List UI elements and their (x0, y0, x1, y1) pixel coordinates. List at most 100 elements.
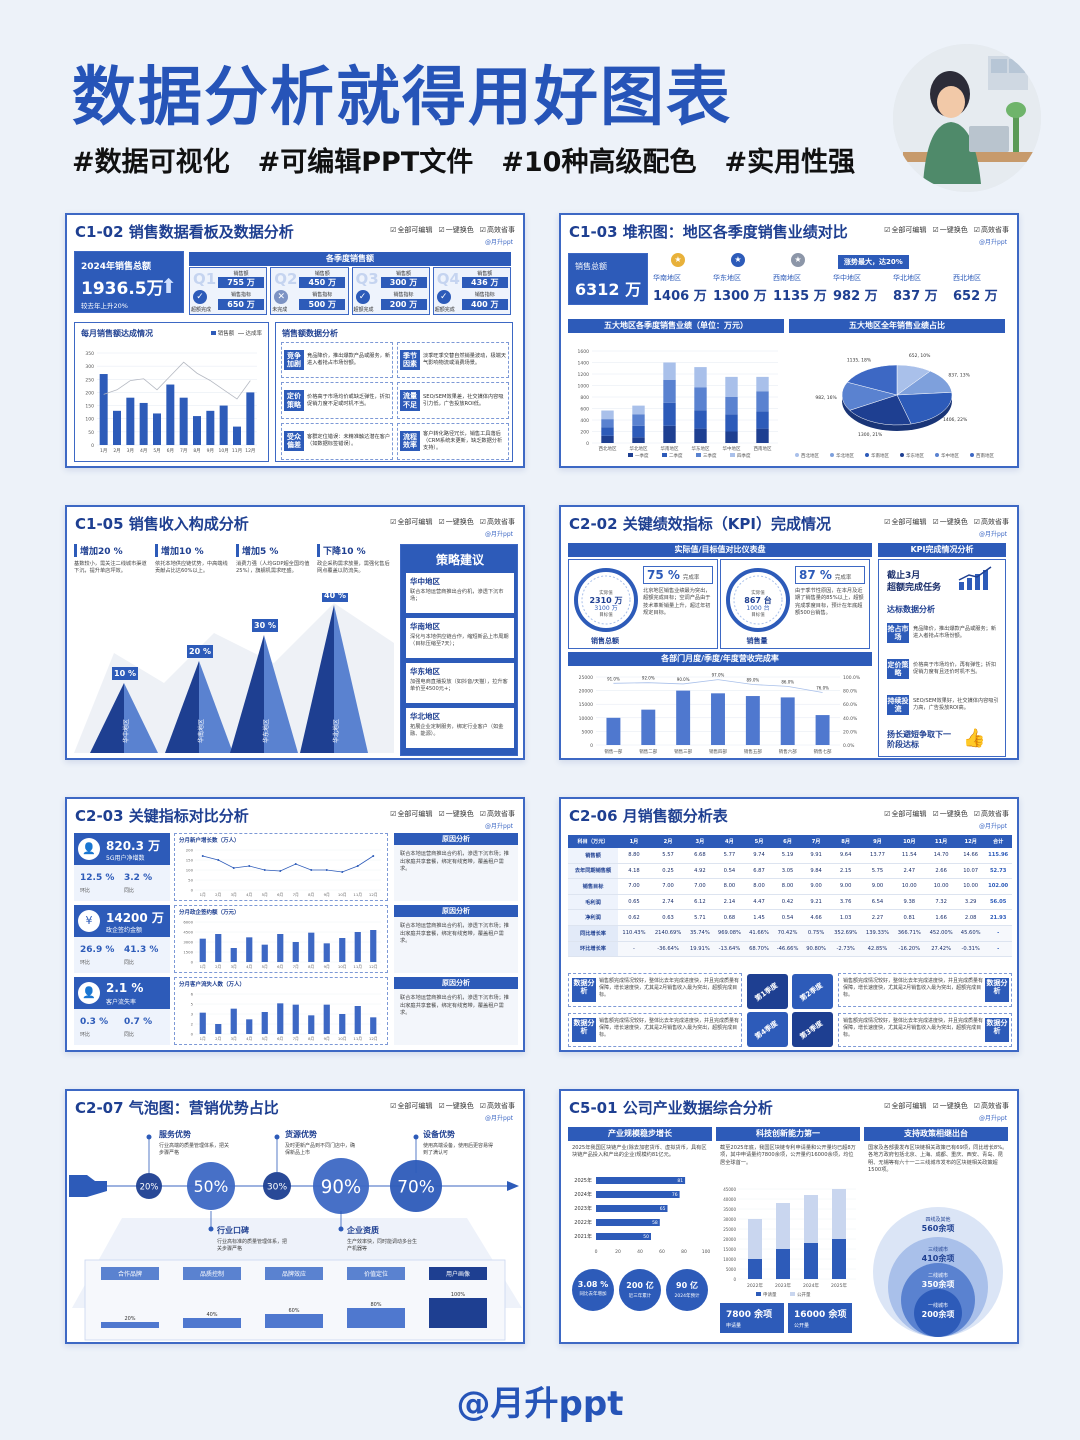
x-tick: 4月 (246, 964, 252, 969)
metric-chart: 0 2 3 5 6 1月 2月 3月 4月 5月 6月 7月 8月 9月 10月 11月 12月 (191, 992, 381, 1041)
x-tick: 2月 (215, 892, 221, 897)
target-label: 销售指标 (474, 292, 495, 298)
table-cell: 4.47 (745, 894, 773, 911)
metric-value: 820.3 万 (106, 839, 161, 853)
column-header: 科目（万元） (568, 835, 619, 848)
peak-badge (187, 645, 213, 658)
table-cell: 0.75% (802, 925, 830, 942)
chart-title: 分月政企签约额（万元） (179, 910, 240, 916)
bar (219, 405, 228, 445)
y-tick: 150 (85, 404, 94, 410)
bubble-value: 20% (140, 1181, 159, 1191)
flag: 高效省事 (974, 517, 1009, 527)
column-header: 7月 (802, 835, 830, 848)
region-item: 华北地区 837 万 (893, 273, 953, 309)
x-tick: 华东地区 (692, 445, 710, 452)
rate-label: 89.0% (746, 678, 759, 683)
table-cell: 5.71 (686, 909, 714, 926)
bar-segment (663, 379, 676, 403)
chart-title: 分月客户流失人数（万人） (179, 982, 246, 988)
table-cell: 2.47 (893, 863, 926, 880)
bar-applied (776, 1249, 790, 1279)
bar-segment (632, 405, 645, 415)
table-cell: 9.64 (829, 848, 862, 864)
circle-label: 一线城市 (927, 1303, 948, 1309)
x-tick: 华北地区 (630, 445, 648, 452)
quarter-row: Q1 ✓ 超额完成 销售额 755 万销售指标 650 万 Q2 ✕ 未完成 销售额 450 万销售… (189, 267, 511, 315)
stat-label: 增加20 % (74, 544, 151, 557)
quarter-sales: 436 万 (461, 277, 508, 288)
pie-label: 1406, 22% (943, 417, 968, 423)
y-tick: 2023年 (574, 1205, 592, 1212)
bar (215, 1024, 222, 1034)
analysis-text: 销售额完成情况较好，整体比去年完成进度快，并且完成质量有保障，增长速度快，尤其是… (843, 978, 984, 998)
flag: 一键换色 (932, 1101, 968, 1111)
x-tick: 60 (659, 1249, 665, 1255)
monthly-sales-chart: 0 50 100 150 200 250 300 350 1月 2月 3月 4月 5月 6月 7月 8月 9月 1… (85, 351, 257, 454)
bar (230, 1008, 237, 1034)
table-row: 环比增长率 - -36.64% 19.91% -13.64% 68.70% -46.66% 9… (568, 941, 1012, 958)
slide-flags: 全部可编辑 一键换色 高效省事 (390, 517, 515, 527)
medal-icon: ★ (671, 253, 685, 267)
y-tick: 0 (586, 441, 589, 447)
bar (596, 1205, 668, 1212)
x-tick: 9月 (324, 964, 330, 969)
quarter-target: 200 万 (380, 299, 427, 310)
sales-table: 科目（万元） 1月 2月 3月 4月 5月 6月 7月 8月 9月 10月 11月 12月 合计 销售额 8.… (568, 835, 1012, 958)
legend-swatch (970, 453, 974, 457)
column-text: 2025年我国区块链产业(除去加密货币、虚拟货币，具有区块链产品投入和产出的企业… (572, 1145, 707, 1159)
table-cell: 70.42% (772, 925, 803, 942)
column-header: 2月 (649, 835, 687, 848)
bar (780, 697, 795, 745)
bar-segment (756, 391, 769, 412)
region-item: 华中地区 982 万 (833, 273, 893, 309)
column-header: 10月 (893, 835, 926, 848)
x-tick: 西南地区 (754, 445, 772, 452)
circle-value: 200余项 (921, 1310, 955, 1319)
y-tick: 6000 (183, 920, 193, 925)
bar-value: 58 (652, 1220, 658, 1226)
table-cell: 19.91% (686, 941, 714, 958)
kpi-analysis-title: KPI完成情况分析 (878, 543, 1006, 557)
table-row: 去年同期销售额 4.18 0.25 4.92 0.54 6.87 3.05 9.84 2.15 5… (568, 863, 1012, 880)
table-cell: 3.05 (772, 863, 803, 880)
strategy-title: 策略建议 (435, 553, 484, 567)
bar-value: 65 (660, 1206, 666, 1212)
gauge-pct-box: 87 % 完成率 (795, 566, 865, 584)
strategy-list: 华中地区 联合本地运营商推出合约机，渗透下沉市场； 华南地区 深化与本地供应链合作，缩… (406, 573, 514, 753)
gauge-status: 完成率 (682, 575, 700, 581)
bar (246, 392, 255, 445)
gauge-label: 实际值 (751, 589, 765, 596)
policy-circle: 一线城市 200余项 (914, 1289, 962, 1337)
step-bar (347, 1308, 405, 1328)
strategy-name: 华东地区 (410, 667, 440, 676)
patent-label: 申请量 (726, 1323, 742, 1329)
column-header: 科技创新能力第一 (716, 1127, 860, 1141)
bottom-note: 扬长避短争取下一阶段达标 (887, 730, 951, 750)
yen-icon: ¥ (78, 910, 100, 932)
reason-text: 联合本地运营商推出合约机，渗透下沉市场；推出家庭共享套餐，绑定有线宽带，覆盖租户… (400, 923, 509, 945)
x-tick: 11月 (353, 1036, 362, 1041)
gauge-pct: 87 % (799, 568, 832, 582)
quarter-label: Q1 (193, 270, 217, 288)
table-cell: 7.00 (618, 878, 650, 895)
legend-swatch (900, 453, 904, 457)
x-tick: 8月 (193, 448, 200, 454)
chart-legend: 销售额 达成率 (210, 329, 262, 337)
legend-rate: 达成率 (245, 331, 262, 337)
column-header: 8月 (829, 835, 862, 848)
peak-badge (252, 619, 278, 632)
table-cell: -2.73% (829, 941, 862, 958)
y-tick: 2022年 (574, 1219, 592, 1226)
column-header: 11月 (925, 835, 958, 848)
table-cell: 115.96 (984, 848, 1012, 864)
y-tick: 20000 (723, 1237, 736, 1242)
bubble-value: 30% (267, 1183, 288, 1193)
bar-segment (601, 435, 614, 443)
rate-label: 91.0% (607, 676, 620, 681)
bar-title: 五大地区各季度销售业绩（单位：万元） (568, 319, 784, 333)
feature-name: 企业资质 (346, 1225, 379, 1235)
bubble-value: 70% (397, 1177, 435, 1197)
step-bar (101, 1322, 159, 1328)
